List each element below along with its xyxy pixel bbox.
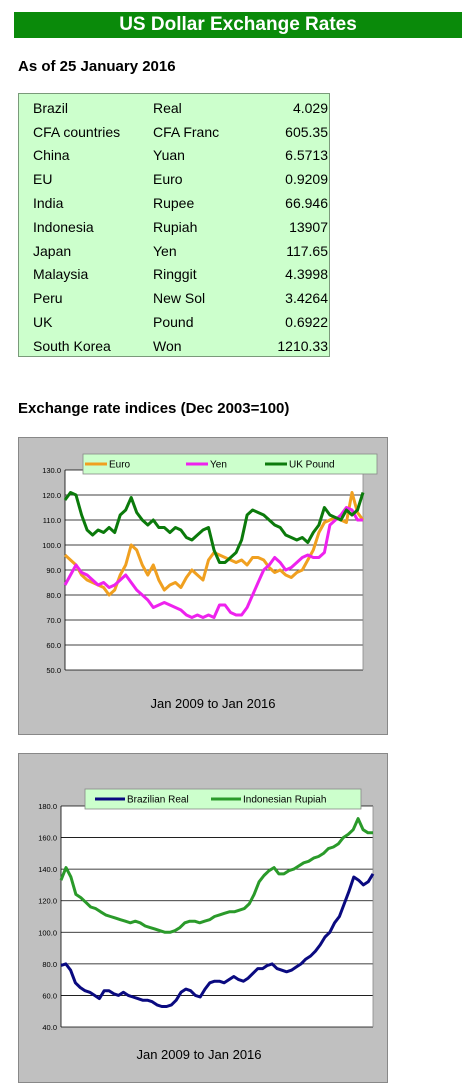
- exchange-rate-table: Brazil Real 4.029 CFA countries CFA Franc 605…: [18, 93, 330, 357]
- rate-row: Peru New Sol 3.4264: [33, 286, 328, 310]
- rate-currency: CFA Franc: [153, 123, 220, 140]
- rate-country: India: [33, 195, 64, 212]
- rate-row: China Yuan 6.5713: [33, 144, 328, 168]
- y-tick-label: 120.0: [38, 897, 57, 906]
- rate-country: Malaysia: [33, 266, 89, 283]
- rate-country: South Korea: [33, 337, 111, 354]
- legend-label: Brazilian Real: [127, 795, 189, 806]
- legend-label: Yen: [210, 460, 227, 471]
- rate-value: 13907: [289, 218, 328, 235]
- series-line-brazilian-real: [60, 873, 375, 1008]
- rate-row: Japan Yen 117.65: [33, 239, 328, 263]
- y-tick-label: 100.0: [42, 541, 61, 550]
- rate-country: Peru: [33, 290, 63, 307]
- rate-currency: Rupiah: [153, 218, 198, 235]
- rate-value: 4.3998: [285, 266, 328, 283]
- page-title: US Dollar Exchange Rates: [14, 12, 462, 38]
- y-tick-label: 50.0: [46, 666, 61, 675]
- rate-value: 66.946: [285, 195, 328, 212]
- y-tick-label: 110.0: [43, 516, 61, 525]
- rate-country: China: [33, 147, 70, 164]
- y-tick-label: 60.0: [46, 641, 61, 650]
- rate-row: CFA countries CFA Franc 605.35: [33, 120, 328, 144]
- y-tick-label: 70.0: [46, 616, 61, 625]
- y-tick-label: 120.0: [42, 491, 61, 500]
- section-title: Exchange rate indices (Dec 2003=100): [18, 400, 290, 417]
- y-tick-label: 60.0: [42, 991, 57, 1000]
- rate-currency: Euro: [153, 171, 183, 188]
- rate-country: EU: [33, 171, 53, 188]
- rate-currency: Pound: [153, 314, 194, 331]
- series-line-yen: [63, 506, 363, 619]
- rate-country: UK: [33, 314, 53, 331]
- rate-row: India Rupee 66.946: [33, 191, 328, 215]
- rate-currency: Ringgit: [153, 266, 197, 283]
- legend-label: Euro: [109, 460, 131, 471]
- rate-row: UK Pound 0.6922: [33, 310, 328, 334]
- y-tick-label: 160.0: [38, 834, 57, 843]
- legend-label: UK Pound: [289, 460, 335, 471]
- y-tick-label: 80.0: [42, 960, 57, 969]
- rate-row: Brazil Real 4.029: [33, 96, 328, 120]
- rate-currency: Won: [153, 337, 182, 354]
- rate-value: 4.029: [292, 99, 328, 116]
- y-tick-label: 140.0: [38, 865, 57, 874]
- chart2-svg: 40.0 60.0 80.0 100.0 120.0 140.0 160.0 180.0 Bra…: [38, 788, 375, 1062]
- y-tick-label: 90.0: [46, 566, 61, 575]
- rate-row: Indonesia Rupiah 13907: [33, 215, 328, 239]
- y-tick-label: 40.0: [42, 1023, 57, 1032]
- y-tick-label: 180.0: [38, 802, 57, 811]
- chart-legend: [82, 453, 378, 475]
- y-tick-label: 80.0: [46, 591, 61, 600]
- rate-country: Japan: [33, 242, 72, 259]
- x-axis-label: Jan 2009 to Jan 2016: [136, 1047, 261, 1062]
- rate-value: 605.35: [285, 123, 328, 140]
- rate-value: 1210.33: [277, 337, 328, 354]
- rate-value: 0.6922: [285, 314, 328, 331]
- rate-country: Indonesia: [33, 218, 94, 235]
- rate-value: 117.65: [286, 242, 328, 259]
- chart-major-currencies: 50.0 60.0 70.0 80.0 90.0 100.0 110.0 120.0 130.0…: [18, 437, 388, 735]
- rate-currency: Rupee: [153, 195, 195, 212]
- rate-value: 3.4264: [285, 290, 328, 307]
- rate-country: CFA countries: [33, 123, 121, 140]
- chart1-svg: 50.0 60.0 70.0 80.0 90.0 100.0 110.0 120.0 130.0…: [42, 453, 378, 711]
- rate-country: Brazil: [33, 99, 69, 116]
- rate-row: EU Euro 0.9209: [33, 167, 328, 191]
- series-line-uk-pound: [63, 491, 365, 564]
- chart-emerging-currencies: 40.0 60.0 80.0 100.0 120.0 140.0 160.0 180.0 Bra…: [18, 753, 388, 1083]
- rate-value: 6.5713: [285, 147, 328, 164]
- rate-value: 0.9209: [285, 171, 328, 188]
- legend-label: Indonesian Rupiah: [243, 795, 326, 806]
- rate-currency: New Sol: [153, 290, 206, 307]
- as-of-date: As of 25 January 2016: [18, 58, 176, 75]
- y-tick-label: 130.0: [42, 466, 61, 475]
- rate-row: Malaysia Ringgit 4.3998: [33, 263, 328, 287]
- rate-currency: Yen: [153, 242, 177, 259]
- y-tick-label: 100.0: [38, 928, 57, 937]
- rate-currency: Real: [153, 99, 182, 116]
- x-axis-label: Jan 2009 to Jan 2016: [150, 696, 275, 711]
- series-line-indonesian-rupiah: [59, 817, 373, 934]
- rate-currency: Yuan: [153, 147, 185, 164]
- rate-row: South Korea Won 1210.33: [33, 334, 328, 358]
